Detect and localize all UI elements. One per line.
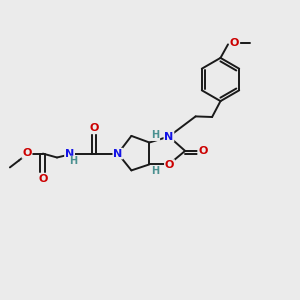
Text: O: O xyxy=(22,148,32,158)
Text: O: O xyxy=(89,123,99,134)
Text: O: O xyxy=(38,173,48,184)
Text: N: N xyxy=(113,148,122,159)
Text: O: O xyxy=(230,38,239,48)
Text: H: H xyxy=(151,130,160,140)
Text: O: O xyxy=(230,38,239,48)
Text: N: N xyxy=(164,131,173,142)
Text: H: H xyxy=(151,166,160,176)
Text: N: N xyxy=(65,148,74,159)
Text: O: O xyxy=(198,146,208,156)
Text: O: O xyxy=(165,160,174,170)
Text: H: H xyxy=(69,156,77,167)
